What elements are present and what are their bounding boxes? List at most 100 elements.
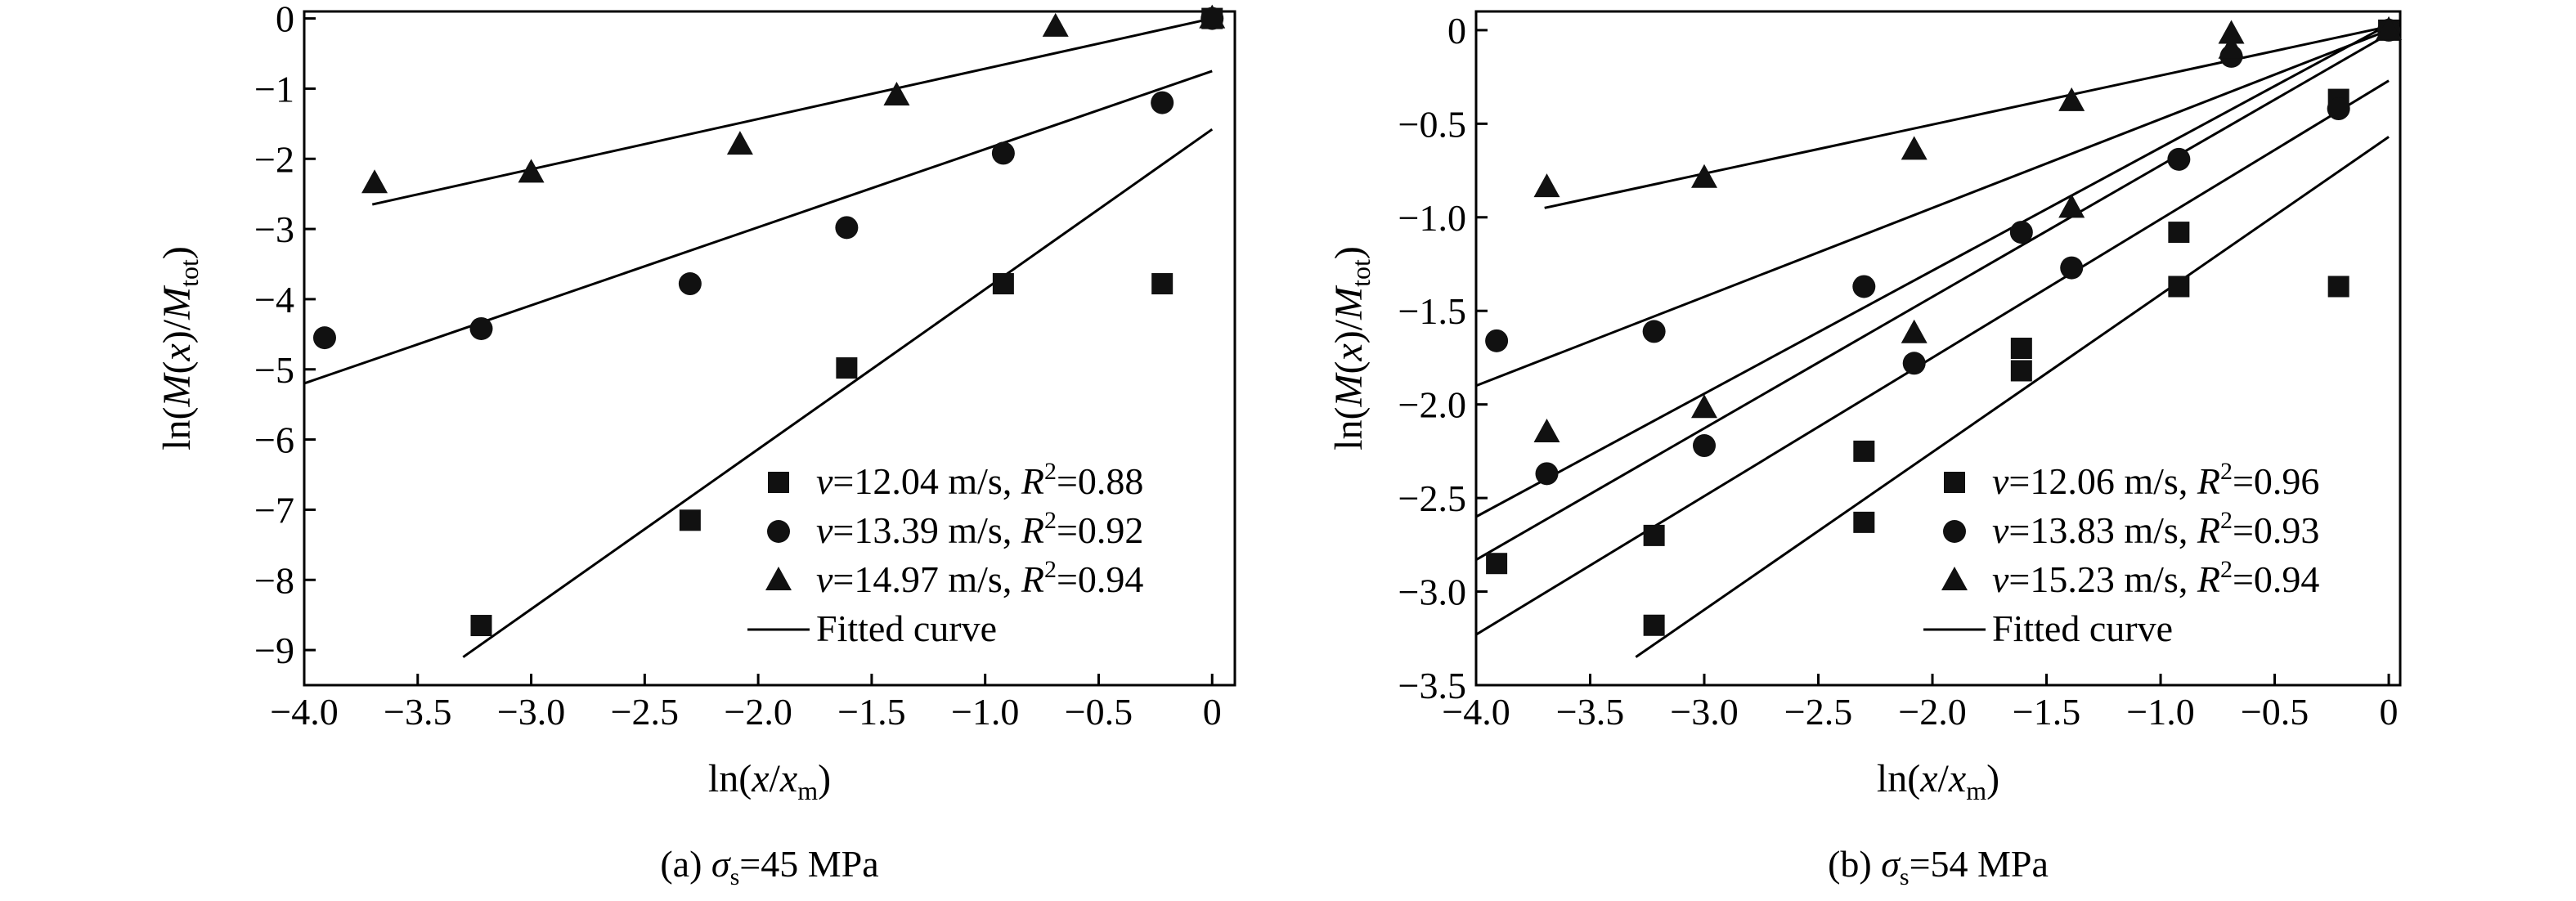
data-point-circle xyxy=(312,326,336,350)
data-point-triangle xyxy=(1691,164,1718,188)
y-tick-label: −3 xyxy=(254,208,294,250)
y-tick-label: −1 xyxy=(254,68,294,110)
data-point-square xyxy=(1486,553,1508,575)
data-point-triangle xyxy=(1533,419,1560,442)
data-point-square xyxy=(2327,276,2349,298)
data-point-square xyxy=(2168,222,2190,244)
y-tick-label: −9 xyxy=(254,630,294,671)
y-tick-label: −2 xyxy=(254,138,294,180)
x-tick-label: −2.5 xyxy=(611,691,679,733)
x-tick-label: −1.5 xyxy=(2013,691,2080,733)
data-point-circle xyxy=(1693,434,1717,458)
y-tick-label: −0.5 xyxy=(1398,103,1466,145)
y-axis-label: ln(M(x)/Mtot) xyxy=(1327,246,1376,450)
x-tick-label: −3.5 xyxy=(1556,691,1624,733)
x-tick-label: 0 xyxy=(2380,691,2399,733)
data-point-circle xyxy=(2060,256,2084,280)
data-point-triangle xyxy=(1691,394,1718,419)
y-axis-label: ln(M(x)/Mtot) xyxy=(155,246,204,450)
y-tick-label: −1.5 xyxy=(1398,290,1466,332)
x-tick-label: −2.0 xyxy=(724,691,792,733)
y-tick-label: −3.5 xyxy=(1398,665,1466,706)
x-tick-label: −2.0 xyxy=(1898,691,1966,733)
data-point-triangle xyxy=(2058,87,2085,111)
fitted-line xyxy=(462,128,1214,658)
data-point-triangle xyxy=(1533,173,1560,198)
y-tick-label: −1.0 xyxy=(1398,197,1466,239)
x-tick-label: −0.5 xyxy=(2241,691,2309,733)
y-tick-label: −8 xyxy=(254,559,294,601)
fitted-line xyxy=(371,17,1213,206)
data-point-triangle xyxy=(1901,319,1928,343)
x-tick-label: −1.0 xyxy=(951,691,1019,733)
legend-marker-circle xyxy=(767,520,790,543)
x-tick-label: −2.5 xyxy=(1784,691,1852,733)
data-point-circle xyxy=(1535,462,1559,486)
x-axis-label: ln(x/xm) xyxy=(708,757,831,805)
data-point-circle xyxy=(1151,91,1174,114)
fitted-line xyxy=(1635,136,2390,658)
data-point-triangle xyxy=(2218,34,2245,59)
data-point-triangle xyxy=(1042,12,1069,37)
plot-frame xyxy=(1474,10,2402,687)
x-axis-label: ln(x/xm) xyxy=(1877,757,1999,805)
panel-caption: (a) σs=45 MPa xyxy=(660,843,878,890)
legend-entry: v=14.97 m/s, R2=0.94 xyxy=(816,556,1143,600)
data-point-triangle xyxy=(2218,20,2245,44)
data-point-triangle xyxy=(726,131,753,155)
y-tick-label: 0 xyxy=(1447,10,1466,52)
fitted-line xyxy=(1475,23,2390,518)
legend-entry: v=13.83 m/s, R2=0.93 xyxy=(1992,507,2319,551)
y-tick-label: −6 xyxy=(254,419,294,461)
fitted-line xyxy=(1475,79,2390,636)
panel-a: −4.0 −3.5 −3.0 −2.5 −2.0 −1.5 −1.0 −0.5 0 0 −1 −2 −3… xyxy=(155,0,1236,890)
data-point-triangle xyxy=(1199,4,1226,29)
plot-frame xyxy=(303,10,1236,687)
data-point-circle xyxy=(2009,221,2033,244)
data-point-circle xyxy=(469,316,493,340)
x-tick-label: −1.5 xyxy=(837,691,905,733)
legend-entry: v=13.39 m/s, R2=0.92 xyxy=(816,507,1143,551)
data-point-triangle xyxy=(2376,16,2403,40)
data-point-square xyxy=(470,615,492,637)
x-tick-label: −3.0 xyxy=(1670,691,1738,733)
fitted-line xyxy=(303,69,1213,385)
y-tick-label: −4 xyxy=(254,279,294,321)
x-tick-label: −1.0 xyxy=(2126,691,2194,733)
data-point-circle xyxy=(2167,147,2191,171)
x-tick-label: −3.5 xyxy=(384,691,451,733)
fitted-line xyxy=(1475,29,2390,388)
y-tick-label: −7 xyxy=(254,489,294,531)
y-tick-label: −2.0 xyxy=(1398,384,1466,426)
data-point-square xyxy=(1643,524,1665,546)
fitted-line xyxy=(1475,33,2390,561)
data-point-square xyxy=(2010,360,2032,382)
data-point-circle xyxy=(1852,275,1876,298)
y-tick-label: 0 xyxy=(276,0,294,40)
data-point-square xyxy=(836,357,858,379)
y-tick-label: −3.0 xyxy=(1398,572,1466,613)
y-tick-label: −5 xyxy=(254,349,294,391)
legend-marker-square xyxy=(1944,472,1965,493)
data-point-square xyxy=(1643,614,1665,636)
legend-fitted-label: Fitted curve xyxy=(816,607,997,649)
legend-marker-triangle xyxy=(765,567,792,590)
x-tick-label: −3.0 xyxy=(497,691,565,733)
panel-b: −4.0 −3.5 −3.0 −2.5 −2.0 −1.5 −1.0 −0.5 00−0.5−1… xyxy=(1327,10,2403,890)
data-point-circle xyxy=(678,272,702,296)
data-point-triangle xyxy=(518,159,545,183)
data-point-triangle xyxy=(361,169,388,194)
data-point-circle xyxy=(1642,320,1666,343)
legend-marker-square xyxy=(768,472,789,493)
data-point-square xyxy=(1151,273,1174,295)
legend-entry: v=15.23 m/s, R2=0.94 xyxy=(1992,556,2319,600)
x-tick-label: −4.0 xyxy=(1442,691,1510,733)
legend-marker-circle xyxy=(1943,520,1966,543)
fitted-line xyxy=(1544,25,2390,209)
data-point-triangle xyxy=(2058,194,2085,218)
data-point-square xyxy=(679,509,701,531)
legend-entry: v=12.04 m/s, R2=0.88 xyxy=(816,458,1143,502)
x-tick-label: −0.5 xyxy=(1065,691,1133,733)
data-point-circle xyxy=(2327,97,2350,121)
